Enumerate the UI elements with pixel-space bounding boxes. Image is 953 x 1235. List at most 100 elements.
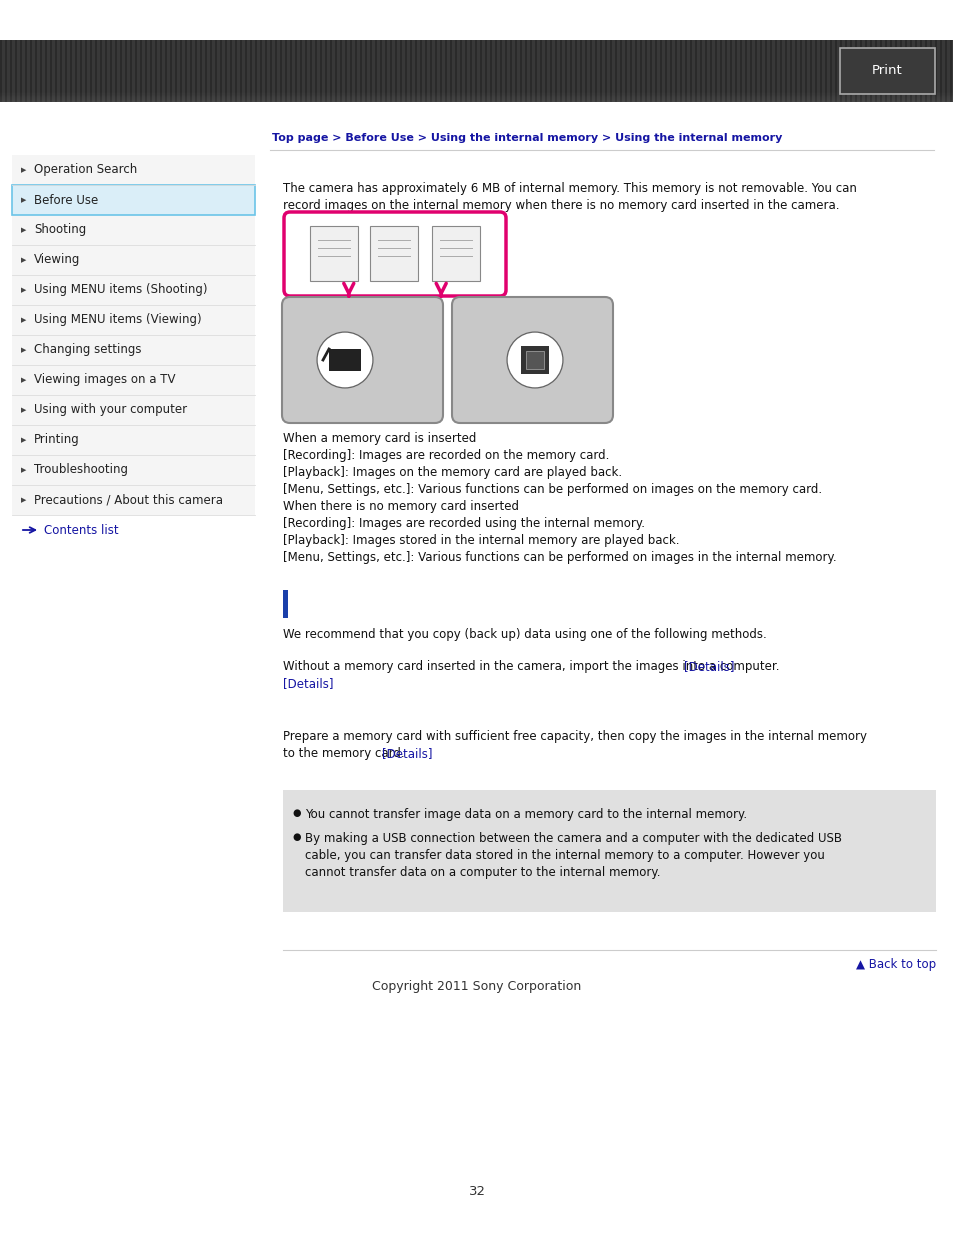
Bar [25,40,27,103]
Bar [210,40,212,103]
Text: Using MENU items (Shooting): Using MENU items (Shooting) [34,284,208,296]
Bar [150,40,152,103]
Bar [734,40,737,103]
FancyBboxPatch shape [840,48,934,94]
Bar [20,40,22,103]
Bar [689,40,691,103]
Bar [639,40,641,103]
Bar [180,40,182,103]
Text: The camera has approximately 6 MB of internal memory. This memory is not removab: The camera has approximately 6 MB of int… [283,182,856,195]
Bar [884,40,886,103]
Bar [504,40,506,103]
Text: to the memory card.: to the memory card. [283,747,408,760]
Bar [459,40,461,103]
Bar [12,275,254,305]
Bar [270,40,272,103]
Bar [709,40,711,103]
Bar [60,40,62,103]
Text: Changing settings: Changing settings [34,343,141,357]
Bar [525,351,543,369]
Bar [609,40,612,103]
Bar [325,40,327,103]
Bar [12,245,254,275]
Bar [604,40,606,103]
Bar [265,40,267,103]
Bar [375,40,376,103]
Bar [624,40,626,103]
Bar [780,40,781,103]
Bar [444,40,447,103]
Bar [395,40,396,103]
Bar [539,40,541,103]
Bar [774,40,776,103]
Bar [530,40,532,103]
Bar [495,40,497,103]
Bar [904,40,906,103]
Text: ▶: ▶ [21,408,27,412]
Text: Before Use: Before Use [34,194,98,206]
Bar [784,40,786,103]
Text: [Details]: [Details] [683,659,734,673]
Text: ▶: ▶ [21,377,27,383]
Bar [339,40,341,103]
Bar [280,40,282,103]
Bar [10,40,12,103]
Bar [194,40,196,103]
Bar [749,40,751,103]
Bar [664,40,666,103]
Bar [535,40,537,103]
Text: Precautions / About this camera: Precautions / About this camera [34,494,223,506]
Bar [744,40,746,103]
Bar [559,40,561,103]
Bar [330,40,332,103]
Bar [714,40,717,103]
Bar [55,40,57,103]
Bar [35,40,37,103]
Bar [619,40,621,103]
Bar [949,40,951,103]
Bar [12,454,254,485]
Bar [484,40,486,103]
Bar [859,40,862,103]
Text: 32: 32 [468,1186,485,1198]
Bar [12,185,254,215]
Text: Without a memory card inserted in the camera, import the images into a computer.: Without a memory card inserted in the ca… [283,659,782,673]
Text: ▶: ▶ [21,317,27,324]
Text: record images on the internal memory when there is no memory card inserted in th: record images on the internal memory whe… [283,199,839,212]
Text: ▶: ▶ [21,347,27,353]
Bar [510,40,512,103]
Bar [754,40,757,103]
Bar [914,40,916,103]
Bar [310,226,357,282]
Bar [595,40,597,103]
Text: Troubleshooting: Troubleshooting [34,463,128,477]
Bar [490,40,492,103]
Bar [760,40,761,103]
Bar [390,40,392,103]
Bar [550,40,552,103]
Bar [659,40,661,103]
Bar [75,40,77,103]
Bar [95,40,97,103]
Bar [110,40,112,103]
Text: Contents list: Contents list [44,524,118,536]
Bar [584,40,586,103]
Bar [12,335,254,366]
Bar [379,40,381,103]
Bar [419,40,421,103]
Bar [675,40,677,103]
Bar [840,40,841,103]
Bar [629,40,631,103]
Bar [894,40,896,103]
Bar [12,366,254,395]
Bar [769,40,771,103]
Bar [869,40,871,103]
Bar [684,40,686,103]
Bar [205,40,207,103]
Bar [0,40,2,103]
Bar [12,215,254,245]
Bar [370,40,372,103]
Circle shape [316,332,373,388]
Bar [929,40,931,103]
Text: Operation Search: Operation Search [34,163,137,177]
